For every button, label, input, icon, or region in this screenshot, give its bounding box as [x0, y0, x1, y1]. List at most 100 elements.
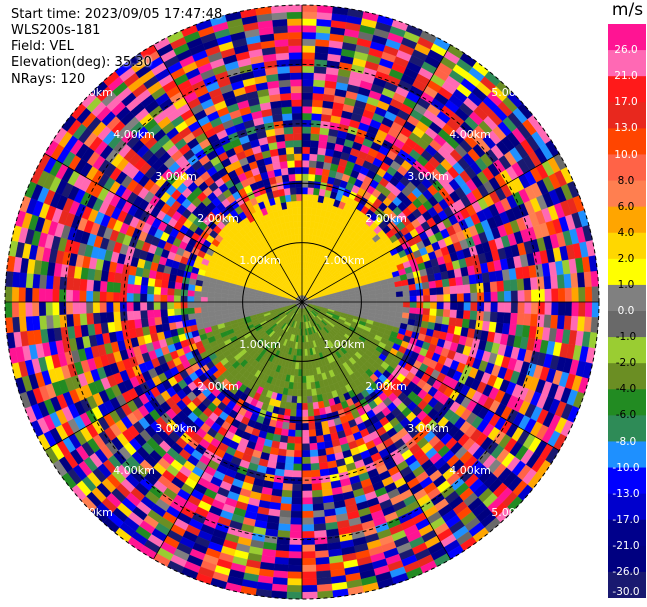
velocity-gate [301, 18, 317, 26]
velocity-gate [468, 319, 477, 330]
velocity-gate [497, 291, 505, 303]
velocity-gate [409, 295, 417, 303]
velocity-gate [276, 536, 290, 545]
velocity-gate [140, 284, 148, 295]
velocity-gate [531, 289, 539, 303]
velocity-gate [369, 297, 377, 303]
velocity-gate [551, 301, 559, 316]
velocity-gate [79, 313, 88, 326]
velocity-gate [214, 292, 222, 298]
velocity-gate [194, 312, 203, 320]
velocity-gate [25, 315, 34, 332]
velocity-gate [287, 564, 303, 573]
velocity-gate [509, 312, 518, 325]
velocity-gate [282, 483, 293, 491]
velocity-gate [301, 578, 317, 586]
velocity-gate [201, 311, 209, 318]
velocity-gate [312, 86, 325, 95]
velocity-gate [72, 313, 81, 327]
velocity-gate [416, 301, 424, 309]
velocity-gate [38, 301, 47, 316]
velocity-gate [313, 65, 327, 74]
velocity-gate [297, 369, 303, 377]
velocity-gate [153, 309, 162, 318]
velocity-gate [455, 318, 464, 328]
velocity-gate [296, 396, 303, 404]
velocity-gate [309, 449, 319, 458]
velocity-gate [187, 313, 196, 321]
velocity-gate [279, 509, 292, 518]
velocity-gate [275, 550, 290, 559]
velocity-gate [510, 301, 519, 314]
velocity-gate [503, 279, 512, 292]
velocity-gate [4, 286, 13, 303]
velocity-gate [564, 287, 573, 303]
velocity-gate [307, 402, 314, 411]
velocity-gate [504, 290, 512, 303]
velocity-gate [310, 381, 316, 390]
velocity-gate [578, 287, 586, 303]
velocity-gate [315, 435, 325, 444]
velocity-gate [422, 308, 431, 316]
velocity-gate [173, 301, 181, 309]
velocity-gate [301, 490, 313, 498]
velocity-gate [65, 301, 73, 315]
velocity-gate [18, 272, 27, 288]
velocity-gate [315, 32, 331, 41]
velocity-gate [153, 294, 161, 303]
velocity-gate [167, 308, 175, 317]
velocity-gate [180, 307, 189, 315]
velocity-gate [301, 362, 306, 370]
velocity-gate [450, 293, 458, 303]
velocity-gate [436, 308, 444, 317]
velocity-gate [272, 577, 288, 586]
velocity-gate [92, 290, 100, 303]
velocity-gate [315, 160, 325, 169]
velocity-gate [309, 140, 320, 148]
velocity-gate [234, 305, 242, 310]
velocity-gate [153, 286, 162, 295]
velocity-gate [368, 294, 377, 299]
velocity-gate [140, 318, 149, 328]
velocity-gate [11, 271, 21, 288]
velocity-gate [287, 429, 296, 437]
velocity-gate [571, 287, 579, 303]
velocity-gate [301, 423, 309, 431]
velocity-gate [283, 469, 294, 478]
velocity-gate [301, 517, 314, 525]
velocity-gate [247, 301, 255, 305]
velocity-gate [310, 126, 321, 135]
velocity-gate [304, 348, 308, 357]
velocity-gate [291, 497, 303, 505]
velocity-gate [307, 193, 314, 202]
velocity-gate [294, 436, 303, 444]
velocity-gate [86, 279, 95, 292]
velocity-gate [301, 99, 313, 107]
velocity-gate [362, 294, 370, 299]
velocity-gate [86, 312, 95, 325]
velocity-gate [591, 286, 600, 303]
velocity-gate [312, 92, 325, 101]
velocity-gate [301, 45, 316, 53]
velocity-gate [309, 456, 320, 464]
velocity-gate [45, 314, 54, 329]
velocity-gate [313, 523, 327, 532]
velocity-gate [316, 441, 326, 450]
velocity-gate [317, 448, 327, 457]
velocity-gate [274, 556, 289, 566]
velocity-gate [308, 173, 316, 182]
velocity-gate [301, 389, 308, 397]
velocity-gate [301, 220, 307, 229]
velocity-gate [139, 301, 148, 311]
velocity-gate [442, 309, 451, 318]
velocity-gate [52, 314, 61, 329]
velocity-gate [290, 504, 303, 512]
velocity-gate [578, 301, 586, 317]
velocity-gate [99, 312, 108, 324]
velocity-gate [318, 134, 329, 143]
velocity-gate [281, 489, 293, 498]
velocity-gate [477, 301, 485, 312]
velocity-gate [301, 25, 317, 33]
velocity-gate [99, 280, 108, 292]
velocity-gate [289, 531, 303, 539]
